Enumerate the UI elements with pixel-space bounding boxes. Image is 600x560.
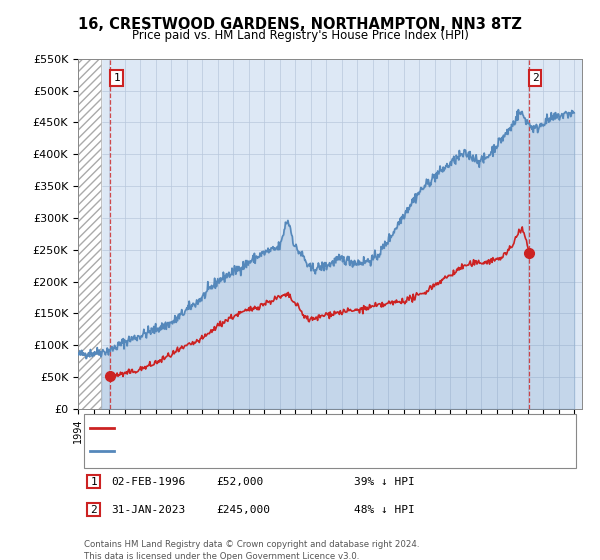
Polygon shape bbox=[78, 59, 101, 409]
Text: Price paid vs. HM Land Registry's House Price Index (HPI): Price paid vs. HM Land Registry's House … bbox=[131, 29, 469, 42]
Text: 48% ↓ HPI: 48% ↓ HPI bbox=[354, 505, 415, 515]
Text: 1: 1 bbox=[90, 477, 97, 487]
Text: 1: 1 bbox=[113, 73, 120, 83]
Text: Contains HM Land Registry data © Crown copyright and database right 2024.
This d: Contains HM Land Registry data © Crown c… bbox=[84, 540, 419, 560]
Text: £245,000: £245,000 bbox=[216, 505, 270, 515]
Text: 2: 2 bbox=[532, 73, 539, 83]
Text: £52,000: £52,000 bbox=[216, 477, 263, 487]
Text: 16, CRESTWOOD GARDENS, NORTHAMPTON, NN3 8TZ (detached house): 16, CRESTWOOD GARDENS, NORTHAMPTON, NN3 … bbox=[117, 423, 494, 433]
Text: 02-FEB-1996: 02-FEB-1996 bbox=[111, 477, 185, 487]
Text: 2: 2 bbox=[90, 505, 97, 515]
Text: 31-JAN-2023: 31-JAN-2023 bbox=[111, 505, 185, 515]
Text: 16, CRESTWOOD GARDENS, NORTHAMPTON, NN3 8TZ: 16, CRESTWOOD GARDENS, NORTHAMPTON, NN3 … bbox=[78, 17, 522, 32]
Text: 39% ↓ HPI: 39% ↓ HPI bbox=[354, 477, 415, 487]
Text: HPI: Average price, detached house, West Northamptonshire: HPI: Average price, detached house, West… bbox=[117, 446, 434, 456]
